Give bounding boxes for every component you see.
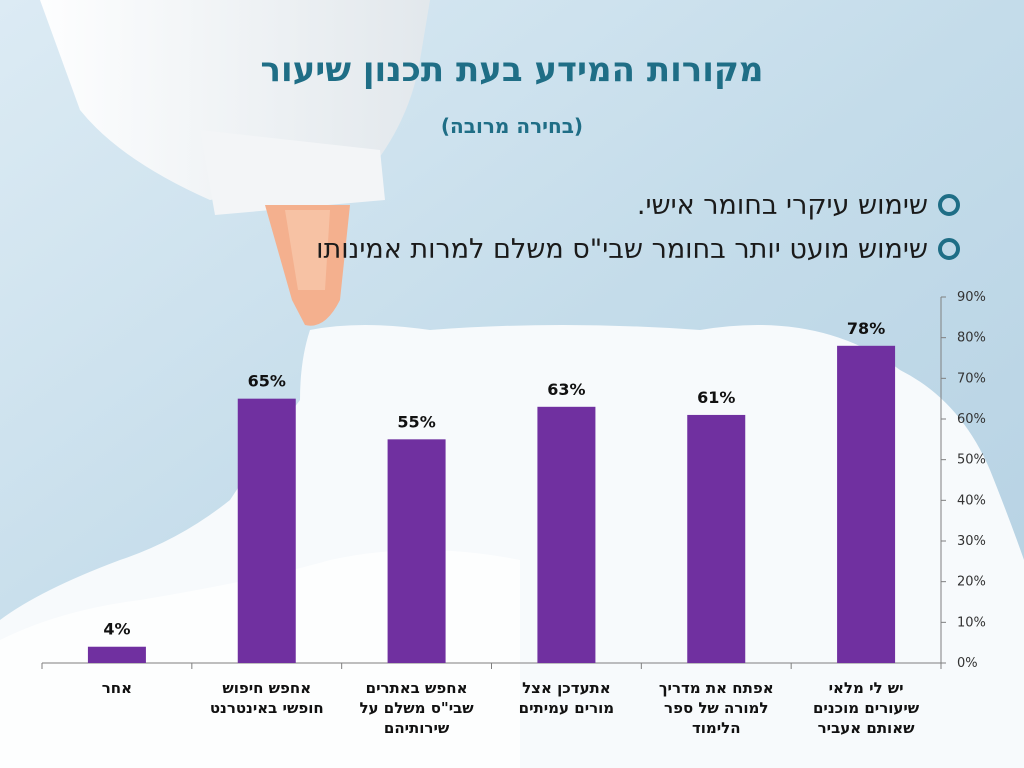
bar — [837, 345, 896, 663]
y-tick-label: 70% — [957, 371, 986, 386]
category-label-line: אחר — [102, 679, 132, 697]
category-label: אחפש באתרים שבי"ס משלם על שירותיהם — [359, 679, 474, 737]
category-label-line: שירותיהם — [384, 719, 450, 737]
category-label-line: אתעדכן אצל — [522, 679, 611, 697]
bar — [537, 406, 596, 663]
data-label: 63% — [547, 380, 585, 399]
bar-chart: 0% 10% 20% 30% 40% 50% 60% 70% 80% 90% 4% אחר 65% אחפ… — [41, 290, 986, 737]
slide-title: מקורות המידע בעת תכנון שיעור — [260, 50, 764, 90]
data-label: 78% — [847, 319, 885, 338]
category-label-line: שבי"ס משלם על — [359, 699, 474, 717]
category-label-line: למורה של ספר — [664, 699, 768, 717]
bullet-list: שימוש עיקרי בחומר אישי. שימוש מועט יותר … — [60, 184, 960, 272]
bullet-circle-icon — [938, 193, 960, 216]
bullet-item: שימוש עיקרי בחומר אישי. — [60, 184, 960, 228]
data-label: 55% — [397, 412, 435, 431]
category-label: אחר — [102, 679, 132, 697]
data-label: 65% — [248, 372, 286, 391]
data-label: 4% — [103, 620, 130, 639]
category-label: אפתח את מדריך למורה של ספר הלימוד — [659, 679, 774, 737]
bar — [687, 414, 746, 663]
category-label-line: שיעורים מוכנים — [813, 699, 920, 717]
category-label: יש לי מלאי שיעורים מוכנים שאותם אעביר — [813, 679, 920, 737]
bar — [387, 439, 446, 663]
y-tick-label: 0% — [957, 656, 978, 671]
category-label: אחפש חיפוש חופשי באינטרנט — [210, 679, 324, 717]
bar — [237, 398, 296, 663]
y-tick-label: 90% — [957, 290, 986, 305]
bullet-circle-icon — [938, 237, 960, 260]
bullet-item: שימוש מועט יותר בחומר שבי"ס משלם למרות א… — [60, 228, 960, 272]
category-label-line: אחפש באתרים — [366, 679, 468, 697]
category-label-line: אחפש חיפוש — [222, 679, 311, 697]
category-label-line: שאותם אעביר — [818, 719, 915, 737]
y-tick-label: 20% — [957, 575, 986, 590]
y-tick-label: 50% — [957, 453, 986, 468]
y-tick-label: 30% — [957, 534, 986, 549]
bullet-text: שימוש עיקרי בחומר אישי. — [636, 190, 928, 221]
slide-subtitle: (בחירה מרובה) — [440, 114, 584, 138]
category-label-line: מורים עמיתים — [519, 699, 615, 717]
category-label-line: הלימוד — [692, 719, 741, 737]
category-label-line: חופשי באינטרנט — [210, 699, 324, 717]
y-tick-label: 60% — [957, 412, 986, 427]
y-tick-label: 10% — [957, 615, 986, 630]
bullet-text: שימוש מועט יותר בחומר שבי"ס משלם למרות א… — [316, 234, 928, 265]
category-label: אתעדכן אצל מורים עמיתים — [519, 679, 615, 717]
bar — [87, 646, 146, 663]
category-label-line: אפתח את מדריך — [659, 679, 774, 697]
category-label-line: יש לי מלאי — [829, 679, 904, 697]
y-tick-label: 40% — [957, 493, 986, 508]
data-label: 61% — [697, 388, 735, 407]
y-tick-label: 80% — [957, 331, 986, 346]
